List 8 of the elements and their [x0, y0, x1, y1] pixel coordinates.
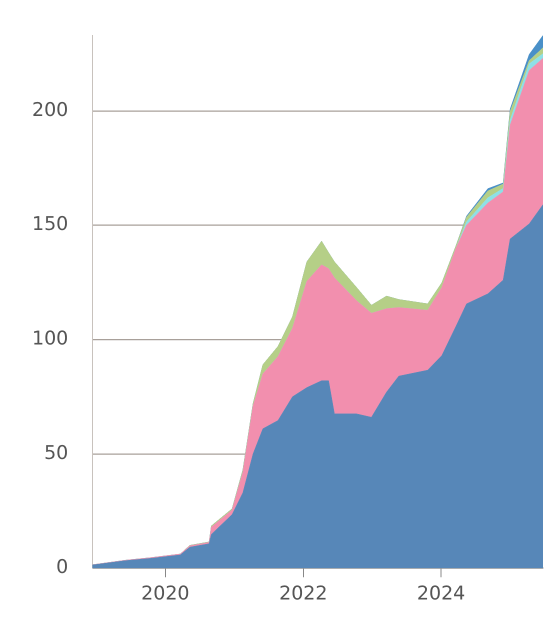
x-tick-label: 2020	[141, 582, 190, 605]
y-tick-label: 150	[32, 213, 68, 236]
y-tick-label: 200	[32, 98, 68, 121]
y-tick-label: 100	[32, 327, 68, 350]
y-tick-label: 50	[44, 442, 68, 464]
y-tick-label: 0	[56, 556, 68, 578]
x-tick-label: 2024	[416, 582, 466, 605]
x-tick-label: 2022	[279, 582, 328, 605]
